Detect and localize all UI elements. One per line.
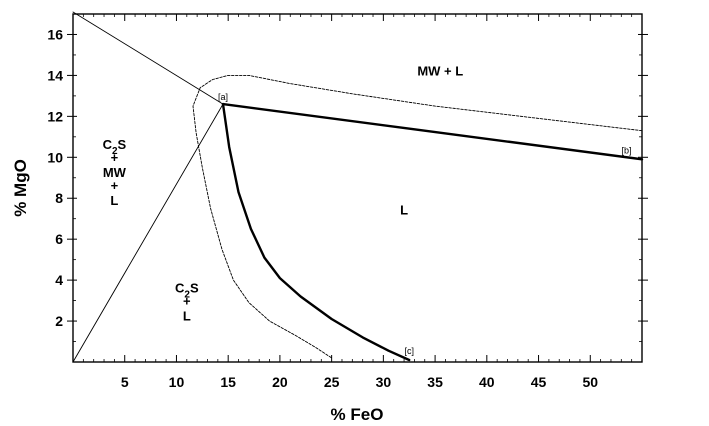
region-label: + xyxy=(111,150,119,165)
x-tick-label: 5 xyxy=(121,374,129,390)
formula-part: C xyxy=(175,280,185,295)
thick-boundary-line xyxy=(221,102,411,362)
region-label: L xyxy=(110,193,118,208)
x-tick-label: 35 xyxy=(427,374,443,390)
region-label: + xyxy=(183,293,191,308)
y-tick-label: 10 xyxy=(47,149,63,165)
tick-marks xyxy=(67,14,648,362)
x-tick-label: 15 xyxy=(220,374,236,390)
formula-subscript: 2 xyxy=(112,146,118,157)
formula-subscript: 2 xyxy=(184,289,190,300)
formula-part: C xyxy=(103,137,113,152)
phase-boundaries xyxy=(72,11,644,363)
y-tick-label: 12 xyxy=(47,108,63,124)
y-axis-title: % MgO xyxy=(11,159,30,217)
x-tick-label: 40 xyxy=(479,374,495,390)
x-axis-title: % FeO xyxy=(331,405,384,424)
x-tick-label: 10 xyxy=(169,374,185,390)
thin-boundary-line xyxy=(72,11,224,105)
x-tick-label: 25 xyxy=(324,374,340,390)
region-label: MW xyxy=(103,165,127,180)
point-label: [c] xyxy=(404,346,414,356)
y-tick-label: 14 xyxy=(47,67,63,83)
labels: 5 10 15 20 25 30 35 40 45 50 2 4 6 8 10 12 14 16 [a] [b] [c]… xyxy=(47,26,631,390)
y-tick-label: 8 xyxy=(55,190,63,206)
region-label: MW + L xyxy=(417,63,463,78)
y-tick-label: 6 xyxy=(55,231,63,247)
formula-part: S xyxy=(118,137,127,152)
thin-boundary-line xyxy=(72,103,224,363)
point-label: [b] xyxy=(621,145,631,155)
region-label: L xyxy=(400,203,408,218)
plot-frame xyxy=(72,13,643,363)
y-tick-label: 16 xyxy=(47,26,63,42)
y-tick-label: 4 xyxy=(55,272,63,288)
x-tick-label: 20 xyxy=(272,374,288,390)
dashed-boundary-line xyxy=(192,74,643,359)
thick-boundary-line xyxy=(221,102,644,161)
x-tick-label: 50 xyxy=(582,374,598,390)
point-label: [a] xyxy=(218,92,228,102)
region-formula: C2S xyxy=(175,280,199,300)
region-label: + xyxy=(111,178,119,193)
y-tick-label: 2 xyxy=(55,313,63,329)
x-tick-label: 45 xyxy=(531,374,547,390)
region-label: L xyxy=(183,308,191,323)
x-tick-label: 30 xyxy=(376,374,392,390)
region-formula: C2S xyxy=(103,137,127,157)
formula-part: S xyxy=(190,280,199,295)
